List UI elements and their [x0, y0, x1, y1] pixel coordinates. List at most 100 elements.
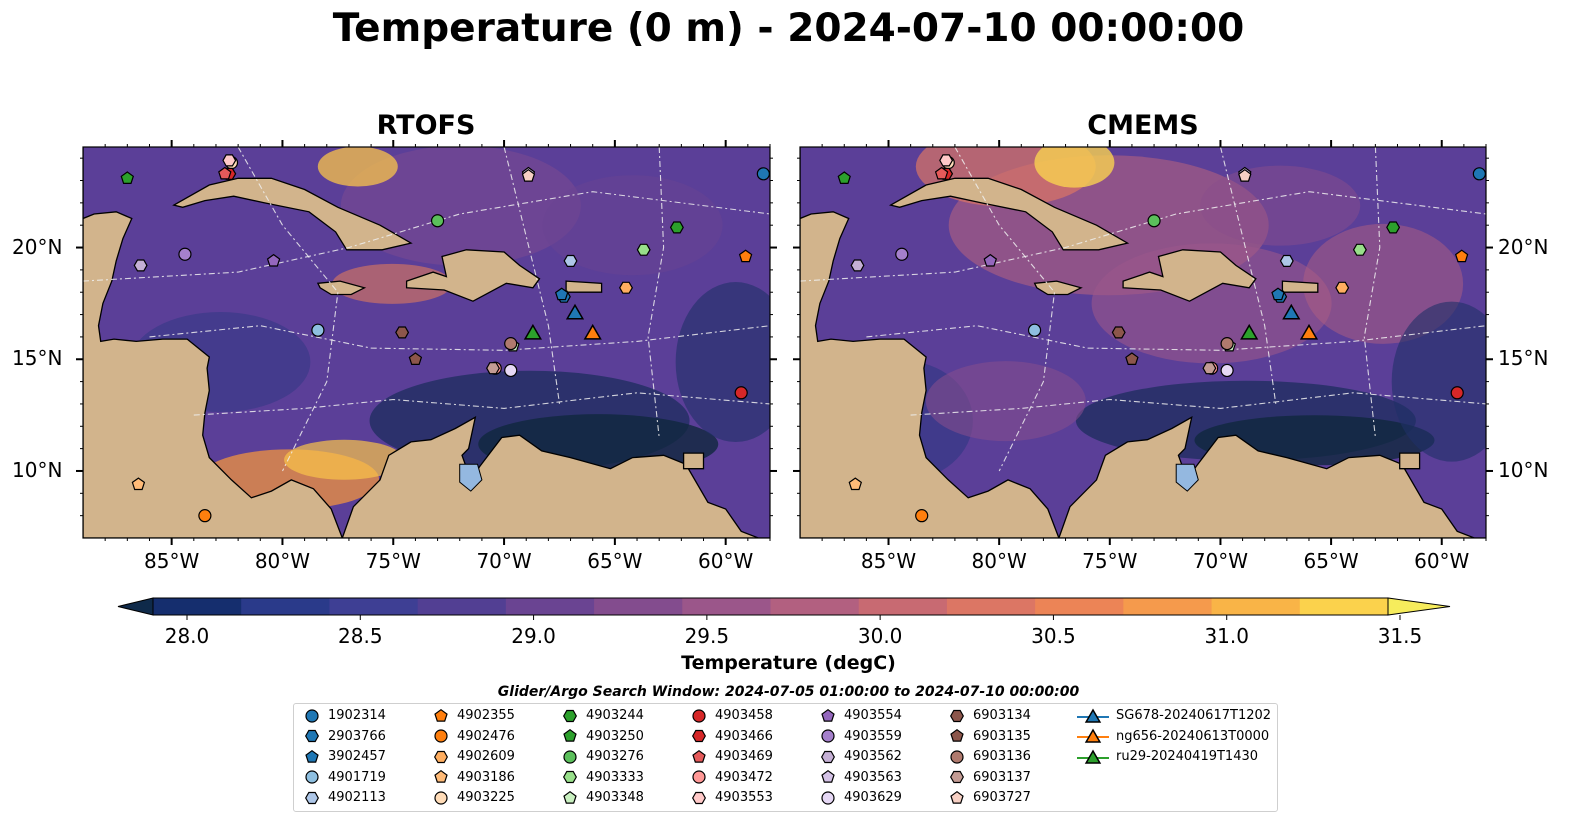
legend-label: 2903766: [328, 728, 386, 744]
legend-marker-hexagon-icon: [950, 771, 964, 784]
point-4902355: [738, 249, 753, 263]
legend-label: 6903135: [973, 728, 1031, 744]
point-4902113: [563, 254, 578, 267]
colorbar: [117, 597, 1451, 620]
land-hispaniola: [1122, 249, 1257, 302]
point-4903244: [669, 221, 684, 234]
temperature-patch: [1034, 147, 1115, 188]
legend-label: 4902476: [457, 728, 515, 744]
point-4903562: [850, 259, 865, 272]
legend-label: 4903276: [586, 749, 644, 765]
lat-tick-label: 20°N: [12, 234, 63, 259]
colorbar-extend-low: [117, 597, 154, 616]
land-southAmerica: [1058, 416, 1486, 538]
lon-tick-label: 75°W: [1082, 549, 1138, 573]
point-6903727: [1238, 168, 1252, 182]
point-SG678-20240617T1202: [565, 303, 585, 320]
temperature-patch: [675, 282, 770, 443]
land-centralAmerica: [800, 147, 1060, 538]
colorbar-extend-high: [1387, 597, 1451, 616]
colorbar-bin: [153, 598, 242, 615]
point-1902314: [1472, 167, 1486, 181]
legend-item: 4903250: [560, 726, 644, 747]
colorbar-tick-label: 31.0: [1204, 624, 1249, 648]
colorbar-bin: [858, 598, 948, 615]
lon-tick-label: 80°W: [971, 549, 1027, 573]
legend-marker-pentagon-icon: [434, 708, 448, 722]
cmems-map-panel: [793, 140, 1493, 545]
legend-marker-pentagon-icon: [821, 708, 835, 722]
legend-label: 4903250: [586, 728, 644, 744]
legend-marker-hexagon-icon: [950, 709, 964, 722]
point-4903333: [636, 243, 651, 256]
lon-tick-label: 60°W: [1414, 549, 1470, 573]
point-4903276: [430, 214, 445, 228]
point-4902113: [1279, 254, 1294, 267]
lat-tick-label: 10°N: [1498, 457, 1549, 482]
legend-marker-hexagon-icon: [305, 791, 319, 804]
legend-item: 4903348: [560, 787, 644, 808]
legend: 1902314 2903766 3902457 4901719 4902113 49023…: [293, 703, 1278, 812]
legend-item: 4903562: [818, 746, 902, 767]
legend-marker-hexagon-icon: [305, 729, 319, 743]
panel-title-rtofs: RTOFS: [376, 110, 476, 141]
legend-marker-hexagon-icon: [692, 791, 706, 804]
colorbar-bin: [946, 598, 1036, 615]
search-window-text: Glider/Argo Search Window: 2024-07-05 01…: [497, 684, 1080, 700]
point-6903137: [486, 362, 500, 375]
lon-tick-label: 80°W: [254, 549, 311, 573]
legend-item: 4902355: [431, 705, 515, 726]
legend-label: 4903333: [586, 769, 644, 785]
lon-tick-label: 70°W: [476, 549, 532, 573]
point-6903135: [1125, 352, 1139, 365]
point-4903186: [848, 477, 863, 491]
point-4903458: [1450, 386, 1464, 400]
lon-tick-label: 65°W: [1303, 549, 1359, 573]
land-cuba: [172, 177, 413, 251]
boundary-line: [910, 392, 1486, 416]
legend-label: 4902609: [457, 749, 515, 765]
legend-label: 4903559: [844, 728, 902, 744]
land-centralAmerica: [83, 147, 343, 538]
colorbar-bin: [1211, 598, 1301, 615]
legend-marker-pentagon-icon: [692, 749, 706, 763]
legend-item: 1902314: [302, 705, 386, 726]
legend-item: 4903333: [560, 767, 644, 788]
legend-marker-circle-icon: [434, 791, 448, 805]
point-4903333: [1352, 243, 1367, 256]
point-ng656-20240613T0000: [583, 323, 602, 340]
point-4903458: [734, 386, 748, 400]
lake-maracaibo: [1175, 463, 1199, 492]
lat-tick-label: 10°N: [12, 457, 63, 482]
legend-label: 4903472: [715, 769, 773, 785]
boundary-line: [149, 325, 770, 351]
land-puertoRico: [565, 280, 603, 293]
point-4903244: [1386, 221, 1401, 234]
lon-tick-label: 85°W: [144, 549, 200, 573]
legend-label: 6903136: [973, 749, 1031, 765]
legend-marker-triangle-icon: [1077, 728, 1109, 743]
legend-item: SG678-20240617T1202: [1076, 705, 1271, 726]
legend-marker-pentagon-icon: [434, 770, 448, 783]
colorbar-bin: [682, 598, 771, 615]
point-6903137: [1202, 362, 1217, 375]
legend-item: 6903727: [947, 787, 1031, 808]
legend-item: 6903136: [947, 746, 1031, 767]
land-trinidad: [682, 452, 705, 470]
legend-label: 6903727: [973, 790, 1031, 806]
lat-tick-label: 15°N: [12, 346, 63, 371]
temperature-patch: [332, 263, 453, 304]
legend-item: 4903629: [818, 787, 902, 808]
point-4902609: [1335, 281, 1350, 294]
point-ng656-20240613T0000: [1299, 323, 1319, 340]
legend-label: 4902355: [457, 708, 515, 723]
legend-marker-hexagon-icon: [434, 750, 448, 763]
colorbar-bin: [241, 598, 330, 615]
point-4903562: [133, 259, 148, 272]
legend-label: ng656-20240613T0000: [1116, 728, 1270, 744]
colorbar-tick-label: 28.0: [164, 624, 210, 648]
boundary-line: [83, 191, 770, 282]
legend-marker-pentagon-icon: [563, 790, 577, 804]
point-4903554: [266, 253, 281, 267]
lat-tick-label: 20°N: [1498, 234, 1549, 259]
